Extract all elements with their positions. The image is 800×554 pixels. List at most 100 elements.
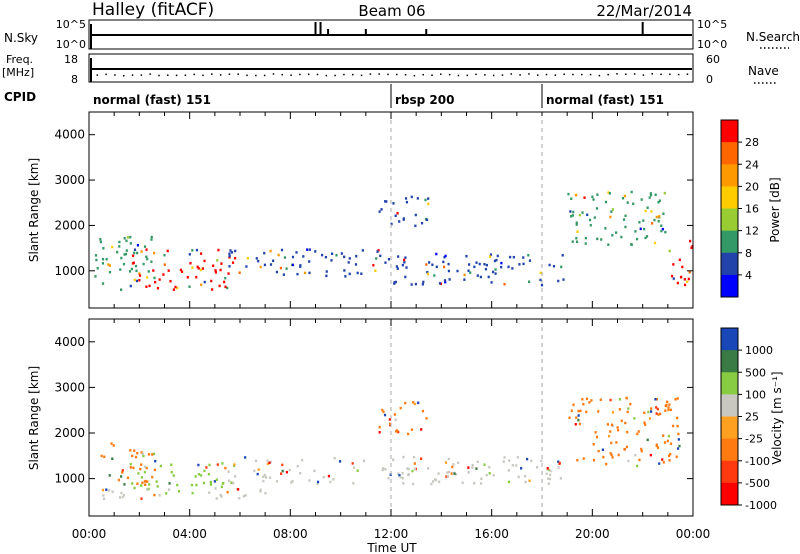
- y-tick-label: 2000: [54, 218, 85, 232]
- data-cell: [676, 281, 679, 285]
- colorbar-tick-label: 28: [745, 136, 759, 149]
- data-cell: [570, 215, 573, 218]
- data-cell: [457, 461, 460, 465]
- data-cell: [146, 257, 149, 261]
- nave-dot: [131, 74, 134, 76]
- data-cell: [167, 269, 170, 272]
- data-cell: [654, 193, 657, 197]
- data-cell: [452, 463, 455, 466]
- data-cell: [410, 195, 413, 199]
- data-cell: [637, 430, 640, 433]
- data-cell: [129, 235, 132, 239]
- data-cell: [378, 210, 381, 213]
- nave-dot: [651, 73, 653, 75]
- data-cell: [396, 211, 399, 215]
- power-colorbar: 28 24 20 16 12 8 4 Power [dB]: [720, 119, 782, 298]
- data-cell: [452, 471, 455, 475]
- data-cell: [489, 253, 493, 256]
- data-cell: [191, 266, 194, 269]
- data-cell: [632, 202, 635, 206]
- data-cell: [340, 252, 343, 255]
- data-cell: [141, 481, 144, 485]
- data-cell: [228, 265, 231, 268]
- data-cell: [128, 270, 132, 273]
- colorbar-block: [721, 460, 738, 484]
- data-cell: [320, 253, 324, 257]
- nave-dot: [246, 74, 248, 77]
- data-cell: [539, 278, 542, 282]
- data-cell: [438, 282, 442, 285]
- data-cell: [112, 444, 115, 447]
- data-cell: [677, 438, 680, 441]
- time-axis-labels: 00:00 04:00 08:00 12:00 16:00 20:00 00:00: [72, 527, 711, 541]
- colorbar-tick-label: 100: [745, 388, 766, 401]
- data-cell: [212, 264, 215, 268]
- data-cell: [547, 482, 550, 485]
- data-cell: [316, 482, 319, 485]
- data-cell: [446, 475, 449, 478]
- data-cell: [220, 485, 223, 489]
- data-cell: [266, 462, 269, 466]
- data-cell: [649, 193, 653, 197]
- data-cell: [234, 475, 237, 478]
- freq-left-tick-top: 18: [64, 53, 78, 66]
- data-cell: [411, 469, 414, 473]
- data-cell: [255, 257, 258, 260]
- data-cell: [360, 272, 363, 275]
- data-cell: [354, 263, 358, 266]
- data-cell: [263, 263, 267, 267]
- data-cell: [122, 494, 125, 497]
- data-cell: [186, 276, 189, 279]
- data-cell: [131, 254, 135, 258]
- data-cell: [413, 467, 417, 471]
- data-cell: [147, 487, 150, 491]
- data-cell: [404, 197, 408, 200]
- data-cell: [281, 469, 284, 473]
- data-cell: [195, 248, 199, 252]
- nave-dot: [448, 73, 451, 76]
- y-tick-label: 3000: [54, 380, 85, 394]
- data-cell: [291, 263, 294, 267]
- data-cell: [254, 459, 258, 463]
- data-cell: [103, 455, 106, 459]
- nave-dot: [202, 74, 204, 77]
- data-cell: [152, 251, 156, 255]
- data-cell: [576, 230, 579, 233]
- data-cell: [124, 252, 128, 256]
- colorbar-block: [721, 142, 738, 165]
- data-cell: [435, 252, 438, 256]
- data-cell: [485, 473, 488, 477]
- nave-dot: [431, 74, 433, 77]
- data-cell: [620, 419, 623, 422]
- data-cell: [216, 259, 219, 262]
- data-cell: [625, 445, 629, 449]
- nave-dot: [237, 73, 239, 75]
- data-cell: [316, 480, 320, 484]
- data-cell: [137, 472, 140, 475]
- time-tick-label: 00:00: [676, 527, 711, 541]
- time-tick-label: 08:00: [273, 527, 308, 541]
- data-cell: [636, 432, 639, 436]
- data-cell: [132, 261, 135, 265]
- data-cell: [414, 213, 417, 217]
- y-tick-label: 4000: [54, 335, 85, 349]
- data-cell: [140, 250, 143, 253]
- beam-title: Beam 06: [358, 2, 425, 20]
- data-cell: [655, 215, 658, 219]
- data-cell: [468, 263, 471, 266]
- data-cell: [496, 254, 499, 258]
- data-cell: [291, 480, 294, 483]
- data-cell: [133, 278, 136, 282]
- nave-dot: [572, 73, 574, 76]
- data-cell: [401, 471, 404, 475]
- data-cell: [138, 278, 141, 282]
- data-cell: [203, 469, 206, 473]
- data-cell: [611, 456, 614, 459]
- data-cell: [655, 412, 658, 415]
- data-cell: [624, 421, 627, 425]
- data-cell: [640, 447, 643, 451]
- data-cell: [343, 269, 346, 272]
- data-cell: [434, 478, 437, 481]
- colorbar-block: [721, 350, 738, 373]
- data-cell: [433, 274, 436, 277]
